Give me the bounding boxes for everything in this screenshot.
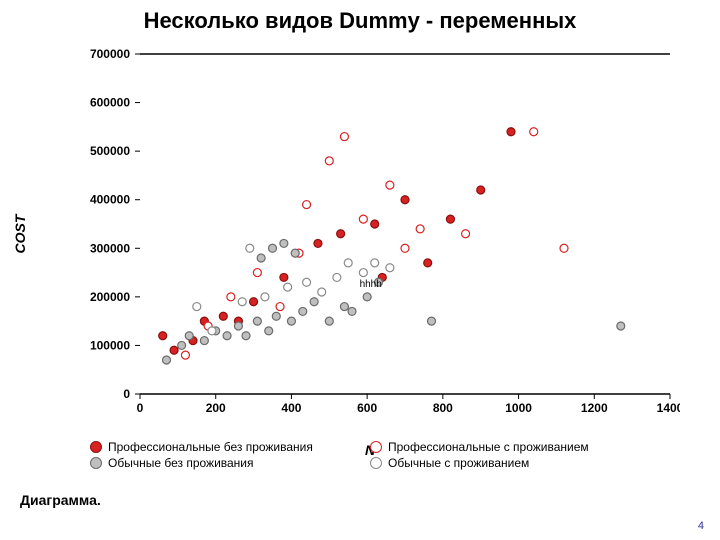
data-point xyxy=(276,303,284,311)
svg-text:0: 0 xyxy=(137,401,144,415)
legend-label: Профессиональные с проживанием xyxy=(388,440,589,454)
data-point xyxy=(299,307,307,315)
legend: Профессиональные без проживания Профессио… xyxy=(90,440,650,470)
svg-text:0: 0 xyxy=(123,387,130,401)
data-point xyxy=(446,215,454,223)
data-point xyxy=(318,288,326,296)
figure-caption: Диаграмма. xyxy=(20,492,101,508)
svg-text:1000: 1000 xyxy=(505,401,532,415)
data-point xyxy=(246,244,254,252)
data-point xyxy=(227,293,235,301)
legend-swatch xyxy=(370,441,382,453)
data-point xyxy=(291,249,299,257)
legend-label: Профессиональные без проживания xyxy=(108,440,313,454)
legend-item: Обычные без проживания xyxy=(90,456,370,470)
data-point xyxy=(269,244,277,252)
data-point xyxy=(462,230,470,238)
data-point xyxy=(371,220,379,228)
annotation-text: hhhh xyxy=(360,279,382,290)
data-point xyxy=(344,259,352,267)
data-point xyxy=(219,312,227,320)
data-point xyxy=(340,303,348,311)
data-point xyxy=(242,332,250,340)
data-point xyxy=(257,254,265,262)
data-point xyxy=(178,341,186,349)
legend-item: Профессиональные с проживанием xyxy=(370,440,650,454)
data-point xyxy=(348,307,356,315)
scatter-chart: 0 200 400 600 800 1000 1200 1400 0 100000 200000 30… xyxy=(60,44,680,424)
data-point xyxy=(234,322,242,330)
svg-text:700000: 700000 xyxy=(90,47,130,61)
data-point xyxy=(337,230,345,238)
data-point xyxy=(333,273,341,281)
data-point xyxy=(261,293,269,301)
data-point xyxy=(170,346,178,354)
data-point xyxy=(314,239,322,247)
data-point xyxy=(250,298,258,306)
data-point xyxy=(340,133,348,141)
svg-text:600000: 600000 xyxy=(90,96,130,110)
data-point xyxy=(359,215,367,223)
data-point xyxy=(371,259,379,267)
data-point xyxy=(303,278,311,286)
data-point xyxy=(159,332,167,340)
svg-text:400000: 400000 xyxy=(90,193,130,207)
data-point xyxy=(284,283,292,291)
svg-text:600: 600 xyxy=(357,401,377,415)
data-point xyxy=(386,181,394,189)
legend-item: Обычные с проживанием xyxy=(370,456,650,470)
svg-text:300000: 300000 xyxy=(90,241,130,255)
data-point xyxy=(401,244,409,252)
svg-text:1400: 1400 xyxy=(657,401,680,415)
data-point xyxy=(560,244,568,252)
data-point xyxy=(428,317,436,325)
data-point xyxy=(208,327,216,335)
data-point xyxy=(507,128,515,136)
data-point xyxy=(185,332,193,340)
chart-container: COST N 020040060080010001200140001000002… xyxy=(60,44,680,424)
data-point xyxy=(303,201,311,209)
data-point xyxy=(325,317,333,325)
legend-label: Обычные с проживанием xyxy=(388,456,529,470)
data-point xyxy=(265,327,273,335)
data-point xyxy=(163,356,171,364)
data-point xyxy=(424,259,432,267)
svg-text:800: 800 xyxy=(433,401,453,415)
svg-text:200: 200 xyxy=(206,401,226,415)
data-point xyxy=(253,269,261,277)
svg-text:200000: 200000 xyxy=(90,290,130,304)
chart-title: Несколько видов Dummy - переменных xyxy=(0,8,720,34)
data-point xyxy=(363,293,371,301)
data-point xyxy=(617,322,625,330)
svg-text:1200: 1200 xyxy=(581,401,608,415)
data-point xyxy=(280,239,288,247)
data-point xyxy=(193,303,201,311)
data-point xyxy=(223,332,231,340)
data-point xyxy=(310,298,318,306)
data-point xyxy=(416,225,424,233)
legend-item: Профессиональные без проживания xyxy=(90,440,370,454)
data-point xyxy=(253,317,261,325)
data-point xyxy=(238,298,246,306)
legend-label: Обычные без проживания xyxy=(108,456,254,470)
data-point xyxy=(359,269,367,277)
y-axis-label: COST xyxy=(12,215,28,254)
svg-text:100000: 100000 xyxy=(90,338,130,352)
data-point xyxy=(386,264,394,272)
data-point xyxy=(272,312,280,320)
data-point xyxy=(280,273,288,281)
data-point xyxy=(287,317,295,325)
data-point xyxy=(401,196,409,204)
svg-text:500000: 500000 xyxy=(90,144,130,158)
legend-swatch xyxy=(90,457,102,469)
legend-swatch xyxy=(370,457,382,469)
data-point xyxy=(200,337,208,345)
svg-text:400: 400 xyxy=(281,401,301,415)
data-point xyxy=(181,351,189,359)
data-point xyxy=(530,128,538,136)
legend-swatch xyxy=(90,441,102,453)
data-point xyxy=(325,157,333,165)
data-point xyxy=(477,186,485,194)
page-number: 4 xyxy=(698,520,704,532)
